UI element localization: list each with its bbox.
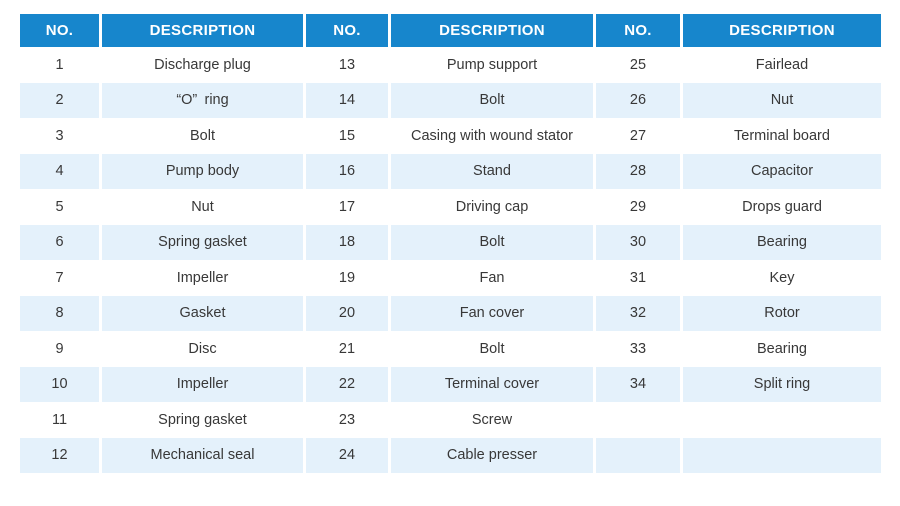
description-cell: Terminal cover <box>391 366 596 402</box>
description-cell: Cable presser <box>391 437 596 473</box>
no-cell: 3 <box>20 118 102 154</box>
no-cell: 27 <box>596 118 683 154</box>
no-cell: 30 <box>596 224 683 260</box>
description-cell: Drops guard <box>683 189 881 225</box>
description-cell: Stand <box>391 153 596 189</box>
no-cell: 4 <box>20 153 102 189</box>
table-row: 2 “O” ring 14 Bolt 26 Nut <box>20 82 881 118</box>
no-cell <box>596 437 683 473</box>
description-cell: Key <box>683 260 881 296</box>
description-cell: Nut <box>683 82 881 118</box>
table-row: 12 Mechanical seal 24 Cable presser <box>20 437 881 473</box>
description-cell: Bolt <box>391 331 596 367</box>
description-cell: “O” ring <box>102 82 306 118</box>
no-cell: 22 <box>306 366 391 402</box>
no-cell: 28 <box>596 153 683 189</box>
description-cell: Bearing <box>683 224 881 260</box>
table-row: 1 Discharge plug 13 Pump support 25 Fairlead <box>20 47 881 83</box>
no-cell: 18 <box>306 224 391 260</box>
table-row: 8 Gasket 20 Fan cover 32 Rotor <box>20 295 881 331</box>
table-row: 11 Spring gasket 23 Screw <box>20 402 881 438</box>
description-cell: Nut <box>102 189 306 225</box>
header-description-col3: DESCRIPTION <box>683 14 881 47</box>
no-cell: 9 <box>20 331 102 367</box>
no-cell: 5 <box>20 189 102 225</box>
table-row: 9 Disc 21 Bolt 33 Bearing <box>20 331 881 367</box>
no-cell: 26 <box>596 82 683 118</box>
description-cell: Casing with wound stator <box>391 118 596 154</box>
description-cell: Pump body <box>102 153 306 189</box>
no-cell: 16 <box>306 153 391 189</box>
table-row: 4 Pump body 16 Stand 28 Capacitor <box>20 153 881 189</box>
description-cell: Screw <box>391 402 596 438</box>
description-cell: Discharge plug <box>102 47 306 83</box>
no-cell: 19 <box>306 260 391 296</box>
no-cell: 17 <box>306 189 391 225</box>
description-cell: Split ring <box>683 366 881 402</box>
no-cell: 32 <box>596 295 683 331</box>
table-row: 10 Impeller 22 Terminal cover 34 Split ring <box>20 366 881 402</box>
no-cell: 6 <box>20 224 102 260</box>
description-cell: Spring gasket <box>102 402 306 438</box>
no-cell: 1 <box>20 47 102 83</box>
header-no-col2: NO. <box>306 14 391 47</box>
no-cell: 25 <box>596 47 683 83</box>
table-header-row: NO. DESCRIPTION NO. DESCRIPTION NO. DESC… <box>20 14 881 47</box>
description-cell <box>683 437 881 473</box>
no-cell: 23 <box>306 402 391 438</box>
table-row: 5 Nut 17 Driving cap 29 Drops guard <box>20 189 881 225</box>
description-cell <box>683 402 881 438</box>
no-cell: 13 <box>306 47 391 83</box>
description-cell: Driving cap <box>391 189 596 225</box>
description-cell: Rotor <box>683 295 881 331</box>
no-cell: 24 <box>306 437 391 473</box>
description-cell: Spring gasket <box>102 224 306 260</box>
table-body: 1 Discharge plug 13 Pump support 25 Fairlead 2… <box>20 47 881 473</box>
header-no-col1: NO. <box>20 14 102 47</box>
header-description-col2: DESCRIPTION <box>391 14 596 47</box>
no-cell <box>596 402 683 438</box>
no-cell: 12 <box>20 437 102 473</box>
header-description-col1: DESCRIPTION <box>102 14 306 47</box>
no-cell: 33 <box>596 331 683 367</box>
no-cell: 2 <box>20 82 102 118</box>
description-cell: Capacitor <box>683 153 881 189</box>
no-cell: 15 <box>306 118 391 154</box>
no-cell: 31 <box>596 260 683 296</box>
table-row: 3 Bolt 15 Casing with wound stator 27 Termina… <box>20 118 881 154</box>
table-row: 7 Impeller 19 Fan 31 Key <box>20 260 881 296</box>
description-cell: Impeller <box>102 366 306 402</box>
description-cell: Bolt <box>391 224 596 260</box>
no-cell: 10 <box>20 366 102 402</box>
description-cell: Bolt <box>102 118 306 154</box>
no-cell: 21 <box>306 331 391 367</box>
table-row: 6 Spring gasket 18 Bolt 30 Bearing <box>20 224 881 260</box>
description-cell: Mechanical seal <box>102 437 306 473</box>
description-cell: Fairlead <box>683 47 881 83</box>
parts-table: NO. DESCRIPTION NO. DESCRIPTION NO. DESC… <box>20 14 881 473</box>
no-cell: 7 <box>20 260 102 296</box>
no-cell: 34 <box>596 366 683 402</box>
description-cell: Impeller <box>102 260 306 296</box>
no-cell: 20 <box>306 295 391 331</box>
description-cell: Bolt <box>391 82 596 118</box>
description-cell: Disc <box>102 331 306 367</box>
description-cell: Terminal board <box>683 118 881 154</box>
description-cell: Bearing <box>683 331 881 367</box>
no-cell: 8 <box>20 295 102 331</box>
no-cell: 11 <box>20 402 102 438</box>
no-cell: 29 <box>596 189 683 225</box>
header-no-col3: NO. <box>596 14 683 47</box>
description-cell: Gasket <box>102 295 306 331</box>
description-cell: Fan cover <box>391 295 596 331</box>
description-cell: Pump support <box>391 47 596 83</box>
description-cell: Fan <box>391 260 596 296</box>
no-cell: 14 <box>306 82 391 118</box>
